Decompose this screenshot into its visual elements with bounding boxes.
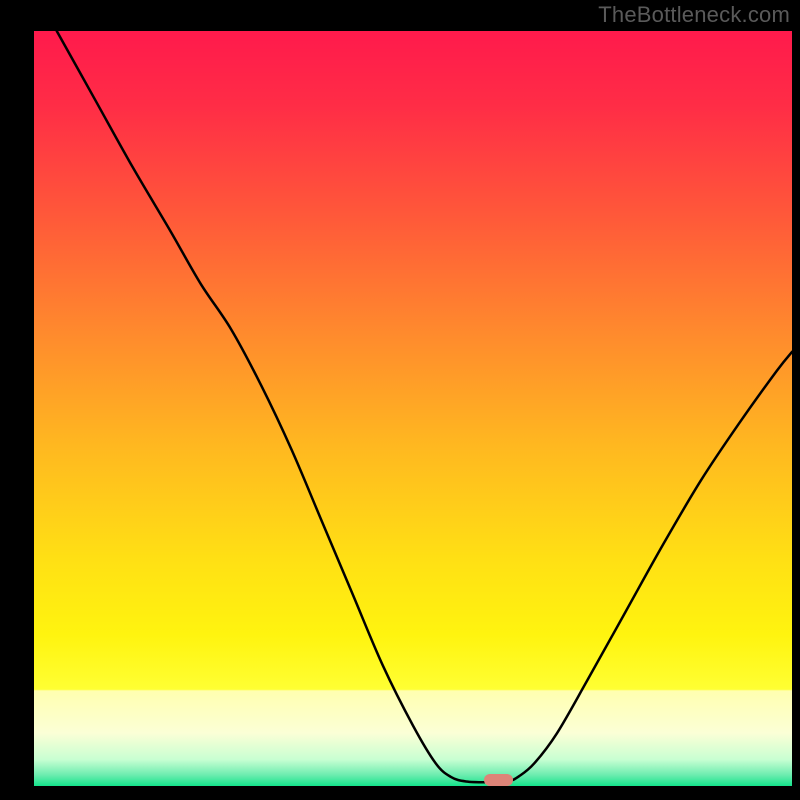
optimal-marker xyxy=(484,774,513,786)
watermark-text: TheBottleneck.com xyxy=(598,2,790,28)
bottleneck-chart xyxy=(34,31,792,786)
chart-container: { "watermark": { "text": "TheBottleneck.… xyxy=(0,0,800,800)
chart-background xyxy=(34,31,792,786)
